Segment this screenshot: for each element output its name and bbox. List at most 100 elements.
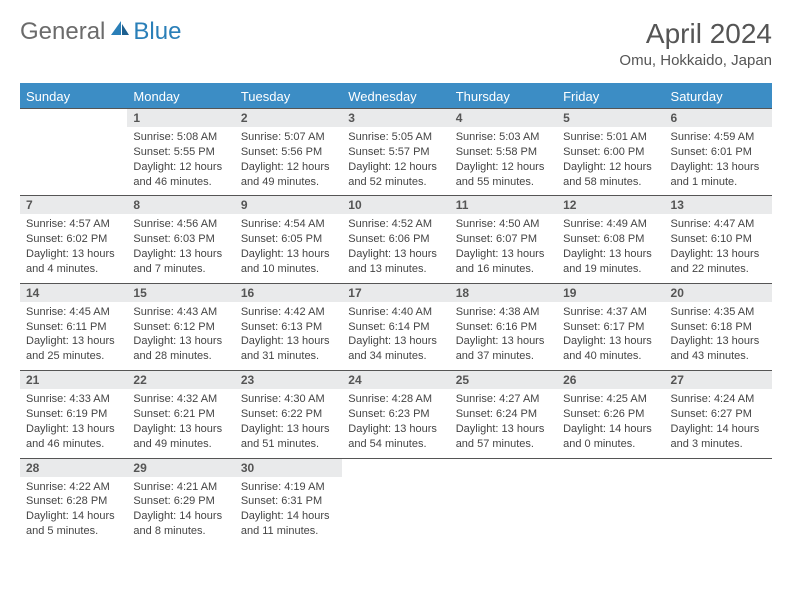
body-row: Sunrise: 4:22 AMSunset: 6:28 PMDaylight:… bbox=[20, 477, 772, 545]
body-row: Sunrise: 4:33 AMSunset: 6:19 PMDaylight:… bbox=[20, 389, 772, 458]
day-number-cell: 8 bbox=[127, 196, 234, 215]
day-body-cell: Sunrise: 4:30 AMSunset: 6:22 PMDaylight:… bbox=[235, 389, 342, 458]
logo-text-blue: Blue bbox=[133, 18, 181, 46]
day-body-cell: Sunrise: 4:43 AMSunset: 6:12 PMDaylight:… bbox=[127, 302, 234, 371]
day-details: Sunrise: 4:42 AMSunset: 6:13 PMDaylight:… bbox=[235, 302, 342, 370]
day-body-cell bbox=[342, 477, 449, 545]
day-number-cell: 15 bbox=[127, 283, 234, 302]
day-details: Sunrise: 4:37 AMSunset: 6:17 PMDaylight:… bbox=[557, 302, 664, 370]
day-body-cell: Sunrise: 4:40 AMSunset: 6:14 PMDaylight:… bbox=[342, 302, 449, 371]
day-number-cell: 29 bbox=[127, 458, 234, 477]
day-body-cell: Sunrise: 4:25 AMSunset: 6:26 PMDaylight:… bbox=[557, 389, 664, 458]
weekday-header: Sunday bbox=[20, 84, 127, 109]
day-details: Sunrise: 5:01 AMSunset: 6:00 PMDaylight:… bbox=[557, 127, 664, 195]
day-number-cell: 11 bbox=[450, 196, 557, 215]
day-details: Sunrise: 4:49 AMSunset: 6:08 PMDaylight:… bbox=[557, 214, 664, 282]
day-body-cell: Sunrise: 4:28 AMSunset: 6:23 PMDaylight:… bbox=[342, 389, 449, 458]
weekday-header: Wednesday bbox=[342, 84, 449, 109]
day-details: Sunrise: 4:47 AMSunset: 6:10 PMDaylight:… bbox=[665, 214, 772, 282]
day-details: Sunrise: 4:38 AMSunset: 6:16 PMDaylight:… bbox=[450, 302, 557, 370]
day-details: Sunrise: 4:59 AMSunset: 6:01 PMDaylight:… bbox=[665, 127, 772, 195]
day-number-cell: 4 bbox=[450, 109, 557, 128]
daynum-row: 14151617181920 bbox=[20, 283, 772, 302]
logo: General Blue bbox=[20, 18, 181, 46]
body-row: Sunrise: 4:57 AMSunset: 6:02 PMDaylight:… bbox=[20, 214, 772, 283]
day-number-cell: 23 bbox=[235, 371, 342, 390]
day-number-cell: 20 bbox=[665, 283, 772, 302]
day-number-cell: 1 bbox=[127, 109, 234, 128]
day-body-cell bbox=[20, 127, 127, 196]
day-number-cell bbox=[20, 109, 127, 128]
day-body-cell: Sunrise: 5:05 AMSunset: 5:57 PMDaylight:… bbox=[342, 127, 449, 196]
day-body-cell: Sunrise: 4:50 AMSunset: 6:07 PMDaylight:… bbox=[450, 214, 557, 283]
day-body-cell: Sunrise: 4:47 AMSunset: 6:10 PMDaylight:… bbox=[665, 214, 772, 283]
day-details: Sunrise: 4:22 AMSunset: 6:28 PMDaylight:… bbox=[20, 477, 127, 545]
day-details: Sunrise: 4:57 AMSunset: 6:02 PMDaylight:… bbox=[20, 214, 127, 282]
day-details: Sunrise: 4:25 AMSunset: 6:26 PMDaylight:… bbox=[557, 389, 664, 457]
daynum-row: 123456 bbox=[20, 109, 772, 128]
day-details: Sunrise: 4:45 AMSunset: 6:11 PMDaylight:… bbox=[20, 302, 127, 370]
day-details: Sunrise: 5:05 AMSunset: 5:57 PMDaylight:… bbox=[342, 127, 449, 195]
day-body-cell: Sunrise: 4:57 AMSunset: 6:02 PMDaylight:… bbox=[20, 214, 127, 283]
day-number-cell: 26 bbox=[557, 371, 664, 390]
day-body-cell: Sunrise: 4:52 AMSunset: 6:06 PMDaylight:… bbox=[342, 214, 449, 283]
day-number-cell: 27 bbox=[665, 371, 772, 390]
weekday-header: Monday bbox=[127, 84, 234, 109]
day-body-cell bbox=[450, 477, 557, 545]
day-body-cell: Sunrise: 4:54 AMSunset: 6:05 PMDaylight:… bbox=[235, 214, 342, 283]
day-body-cell: Sunrise: 4:24 AMSunset: 6:27 PMDaylight:… bbox=[665, 389, 772, 458]
day-body-cell: Sunrise: 5:01 AMSunset: 6:00 PMDaylight:… bbox=[557, 127, 664, 196]
day-number-cell: 30 bbox=[235, 458, 342, 477]
day-number-cell: 28 bbox=[20, 458, 127, 477]
day-details: Sunrise: 5:08 AMSunset: 5:55 PMDaylight:… bbox=[127, 127, 234, 195]
day-number-cell: 3 bbox=[342, 109, 449, 128]
day-body-cell: Sunrise: 5:03 AMSunset: 5:58 PMDaylight:… bbox=[450, 127, 557, 196]
logo-text-general: General bbox=[20, 18, 105, 46]
day-details: Sunrise: 4:21 AMSunset: 6:29 PMDaylight:… bbox=[127, 477, 234, 545]
day-number-cell: 13 bbox=[665, 196, 772, 215]
day-details: Sunrise: 4:32 AMSunset: 6:21 PMDaylight:… bbox=[127, 389, 234, 457]
day-body-cell: Sunrise: 4:33 AMSunset: 6:19 PMDaylight:… bbox=[20, 389, 127, 458]
title-block: April 2024 Omu, Hokkaido, Japan bbox=[619, 18, 772, 69]
weekday-header-row: Sunday Monday Tuesday Wednesday Thursday… bbox=[20, 84, 772, 109]
day-details: Sunrise: 4:35 AMSunset: 6:18 PMDaylight:… bbox=[665, 302, 772, 370]
day-body-cell bbox=[557, 477, 664, 545]
day-number-cell: 19 bbox=[557, 283, 664, 302]
month-title: April 2024 bbox=[619, 18, 772, 50]
day-body-cell: Sunrise: 4:38 AMSunset: 6:16 PMDaylight:… bbox=[450, 302, 557, 371]
body-row: Sunrise: 5:08 AMSunset: 5:55 PMDaylight:… bbox=[20, 127, 772, 196]
day-details: Sunrise: 4:19 AMSunset: 6:31 PMDaylight:… bbox=[235, 477, 342, 545]
day-number-cell: 24 bbox=[342, 371, 449, 390]
calendar-table: Sunday Monday Tuesday Wednesday Thursday… bbox=[20, 83, 772, 545]
day-number-cell: 6 bbox=[665, 109, 772, 128]
day-details: Sunrise: 4:27 AMSunset: 6:24 PMDaylight:… bbox=[450, 389, 557, 457]
day-body-cell: Sunrise: 4:59 AMSunset: 6:01 PMDaylight:… bbox=[665, 127, 772, 196]
day-number-cell: 10 bbox=[342, 196, 449, 215]
day-body-cell bbox=[665, 477, 772, 545]
day-number-cell: 9 bbox=[235, 196, 342, 215]
day-body-cell: Sunrise: 4:27 AMSunset: 6:24 PMDaylight:… bbox=[450, 389, 557, 458]
day-details: Sunrise: 4:52 AMSunset: 6:06 PMDaylight:… bbox=[342, 214, 449, 282]
day-number-cell: 17 bbox=[342, 283, 449, 302]
day-body-cell: Sunrise: 4:37 AMSunset: 6:17 PMDaylight:… bbox=[557, 302, 664, 371]
weekday-header: Friday bbox=[557, 84, 664, 109]
weekday-header: Tuesday bbox=[235, 84, 342, 109]
day-number-cell: 21 bbox=[20, 371, 127, 390]
day-body-cell: Sunrise: 4:22 AMSunset: 6:28 PMDaylight:… bbox=[20, 477, 127, 545]
day-body-cell: Sunrise: 4:42 AMSunset: 6:13 PMDaylight:… bbox=[235, 302, 342, 371]
day-body-cell: Sunrise: 4:49 AMSunset: 6:08 PMDaylight:… bbox=[557, 214, 664, 283]
day-number-cell: 18 bbox=[450, 283, 557, 302]
weekday-header: Thursday bbox=[450, 84, 557, 109]
day-details: Sunrise: 4:50 AMSunset: 6:07 PMDaylight:… bbox=[450, 214, 557, 282]
day-number-cell bbox=[450, 458, 557, 477]
day-number-cell: 5 bbox=[557, 109, 664, 128]
day-number-cell: 22 bbox=[127, 371, 234, 390]
day-body-cell: Sunrise: 4:21 AMSunset: 6:29 PMDaylight:… bbox=[127, 477, 234, 545]
day-details: Sunrise: 4:30 AMSunset: 6:22 PMDaylight:… bbox=[235, 389, 342, 457]
day-body-cell: Sunrise: 4:19 AMSunset: 6:31 PMDaylight:… bbox=[235, 477, 342, 545]
day-details: Sunrise: 4:56 AMSunset: 6:03 PMDaylight:… bbox=[127, 214, 234, 282]
location: Omu, Hokkaido, Japan bbox=[619, 52, 772, 69]
day-body-cell: Sunrise: 4:45 AMSunset: 6:11 PMDaylight:… bbox=[20, 302, 127, 371]
daynum-row: 282930 bbox=[20, 458, 772, 477]
logo-sail-icon bbox=[109, 19, 131, 37]
